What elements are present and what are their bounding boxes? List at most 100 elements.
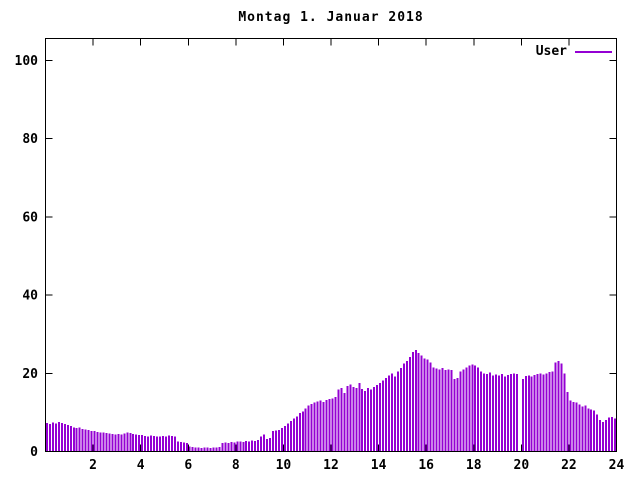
impulse-bar — [530, 376, 533, 452]
x-tick-label: 12 — [323, 458, 339, 473]
impulse-bar — [105, 433, 108, 452]
impulse-bar — [102, 432, 105, 452]
impulse-bar — [361, 388, 364, 452]
impulse-bar — [254, 440, 257, 452]
impulse-bar — [176, 441, 179, 452]
impulse-bar — [132, 433, 135, 452]
impulse-bar — [512, 373, 515, 452]
y-tick-label: 100 — [15, 54, 39, 69]
impulse-bar — [471, 364, 474, 452]
impulse-bar — [260, 436, 263, 452]
impulse-bar — [280, 428, 283, 452]
impulse-bar — [114, 434, 117, 452]
impulse-bar — [150, 435, 153, 452]
impulse-bar — [206, 447, 209, 452]
impulse-bar — [266, 438, 269, 452]
impulse-bar — [566, 392, 569, 452]
impulse-bar — [435, 368, 438, 452]
impulse-bar — [367, 388, 370, 452]
impulse-bar — [153, 435, 156, 452]
impulse-bar — [84, 429, 87, 452]
impulse-bar — [429, 362, 432, 452]
x-tick-label: 10 — [276, 458, 292, 473]
impulse-bar — [539, 373, 542, 452]
impulse-bar — [545, 373, 548, 452]
impulse-bar — [179, 442, 182, 452]
impulse-bar — [319, 400, 322, 452]
impulse-bar — [212, 447, 215, 452]
impulse-bar — [444, 370, 447, 452]
chart-title: Montag 1. Januar 2018 — [238, 10, 424, 25]
impulse-bar — [161, 435, 164, 452]
impulse-bar — [215, 447, 218, 452]
impulse-bar — [450, 370, 453, 452]
legend-line-sample-icon — [575, 51, 612, 53]
impulse-bar — [304, 408, 307, 452]
impulse-bar — [54, 423, 57, 452]
impulse-bar — [426, 359, 429, 452]
impulse-bar — [316, 401, 319, 452]
impulse-bar — [63, 424, 66, 452]
impulse-bar — [185, 442, 188, 452]
impulse-bar — [248, 441, 251, 452]
impulse-bar — [503, 376, 506, 452]
impulse-bar — [414, 349, 417, 452]
impulse-bar — [81, 428, 84, 452]
impulse-bar — [227, 442, 230, 452]
impulse-bar — [218, 447, 221, 452]
impulse-bar — [596, 414, 599, 452]
impulse-bar — [593, 410, 596, 452]
impulse-bar — [182, 442, 185, 452]
impulse-bar — [194, 447, 197, 452]
impulse-bar — [87, 430, 90, 452]
y-tick-label: 80 — [22, 132, 38, 147]
impulse-bar — [272, 431, 275, 452]
impulse-bar — [548, 372, 551, 452]
impulse-bar — [286, 423, 289, 452]
impulse-bar — [129, 433, 132, 452]
impulse-bar — [93, 431, 96, 452]
impulse-bar — [387, 375, 390, 452]
impulse-bar — [141, 435, 144, 452]
impulse-bar — [402, 363, 405, 452]
impulse-bar — [60, 422, 63, 452]
impulse-bar — [328, 399, 331, 452]
impulse-bar — [295, 416, 298, 452]
impulse-bar — [144, 435, 147, 452]
impulse-bar — [515, 374, 518, 452]
legend: User — [460, 45, 612, 59]
impulse-bar — [578, 404, 581, 452]
impulse-bar — [117, 433, 120, 452]
impulse-bar — [173, 436, 176, 452]
impulse-bar — [524, 376, 527, 452]
impulse-bar — [382, 380, 385, 452]
impulse-bar — [159, 436, 161, 452]
impulse-bar — [551, 371, 554, 452]
impulse-bar — [51, 422, 54, 452]
impulse-bar — [322, 401, 325, 452]
impulse-bar — [164, 436, 167, 452]
impulse-bar — [474, 365, 477, 452]
impulse-bar — [135, 434, 138, 452]
impulse-bar — [99, 432, 102, 452]
impulse-bar — [242, 442, 245, 452]
impulse-bar — [605, 420, 608, 452]
x-tick-label: 14 — [371, 458, 387, 473]
impulse-bar — [298, 413, 301, 452]
impulse-bar — [230, 442, 233, 452]
impulse-bar — [263, 434, 266, 452]
impulse-bar — [420, 355, 423, 452]
impulse-bar — [411, 351, 414, 452]
impulse-bar — [358, 383, 361, 452]
impulse-bar — [379, 383, 382, 452]
impulse-bar — [167, 435, 170, 452]
impulse-bar — [370, 389, 373, 452]
impulse-bar — [313, 402, 316, 452]
impulse-bar — [498, 375, 501, 452]
impulse-bar — [405, 360, 408, 452]
impulse-bar — [138, 435, 141, 452]
impulse-bar — [408, 356, 411, 452]
impulse-bar — [203, 447, 206, 452]
